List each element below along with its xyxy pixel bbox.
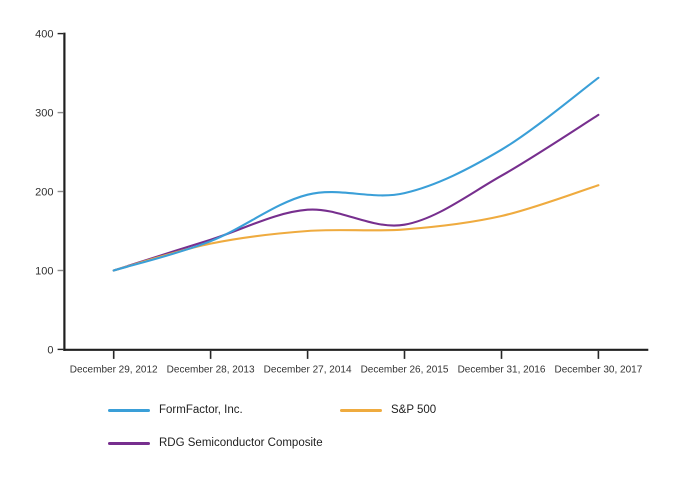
y-axis-ticks bbox=[57, 32, 64, 351]
legend-item-sp-500: S&P 500 bbox=[340, 403, 436, 417]
legend-item-formfactor: FormFactor, Inc. bbox=[108, 403, 243, 417]
y-axis-labels: 0 100 200 300 400 bbox=[35, 29, 53, 357]
y-tick-label: 300 bbox=[35, 108, 53, 120]
legend-label-sp-500: S&P 500 bbox=[391, 404, 437, 416]
legend-swatch-sp-500 bbox=[340, 408, 382, 412]
x-tick-label: December 31, 2016 bbox=[458, 365, 546, 376]
x-axis-ticks bbox=[112, 350, 600, 359]
y-tick-label: 0 bbox=[47, 344, 53, 356]
legend-label-rdg-semiconductor-composite: RDG Semiconductor Composite bbox=[159, 437, 323, 449]
axes bbox=[63, 32, 649, 351]
series-line-rdg-semiconductor-composite bbox=[112, 113, 600, 272]
legend-item-rdg-semiconductor-composite: RDG Semiconductor Composite bbox=[108, 436, 323, 450]
legend-swatch-rdg-semiconductor-composite bbox=[108, 441, 150, 445]
y-tick-label: 100 bbox=[35, 266, 53, 278]
y-tick-label: 400 bbox=[35, 29, 53, 41]
x-tick-label: December 27, 2014 bbox=[264, 365, 352, 376]
series-lines bbox=[112, 76, 600, 272]
legend-swatch-formfactor bbox=[108, 408, 150, 412]
x-tick-label: December 29, 2012 bbox=[70, 365, 158, 376]
series-line-formfactor bbox=[112, 76, 600, 272]
x-tick-label: December 26, 2015 bbox=[361, 365, 449, 376]
y-tick-label: 200 bbox=[35, 187, 53, 199]
series-line-sp-500 bbox=[112, 184, 600, 272]
legend-label-formfactor: FormFactor, Inc. bbox=[159, 404, 243, 416]
x-tick-label: December 28, 2013 bbox=[167, 365, 255, 376]
x-axis-labels: December 29, 2012 December 28, 2013 Dece… bbox=[70, 365, 643, 376]
x-tick-label: December 30, 2017 bbox=[554, 365, 642, 376]
